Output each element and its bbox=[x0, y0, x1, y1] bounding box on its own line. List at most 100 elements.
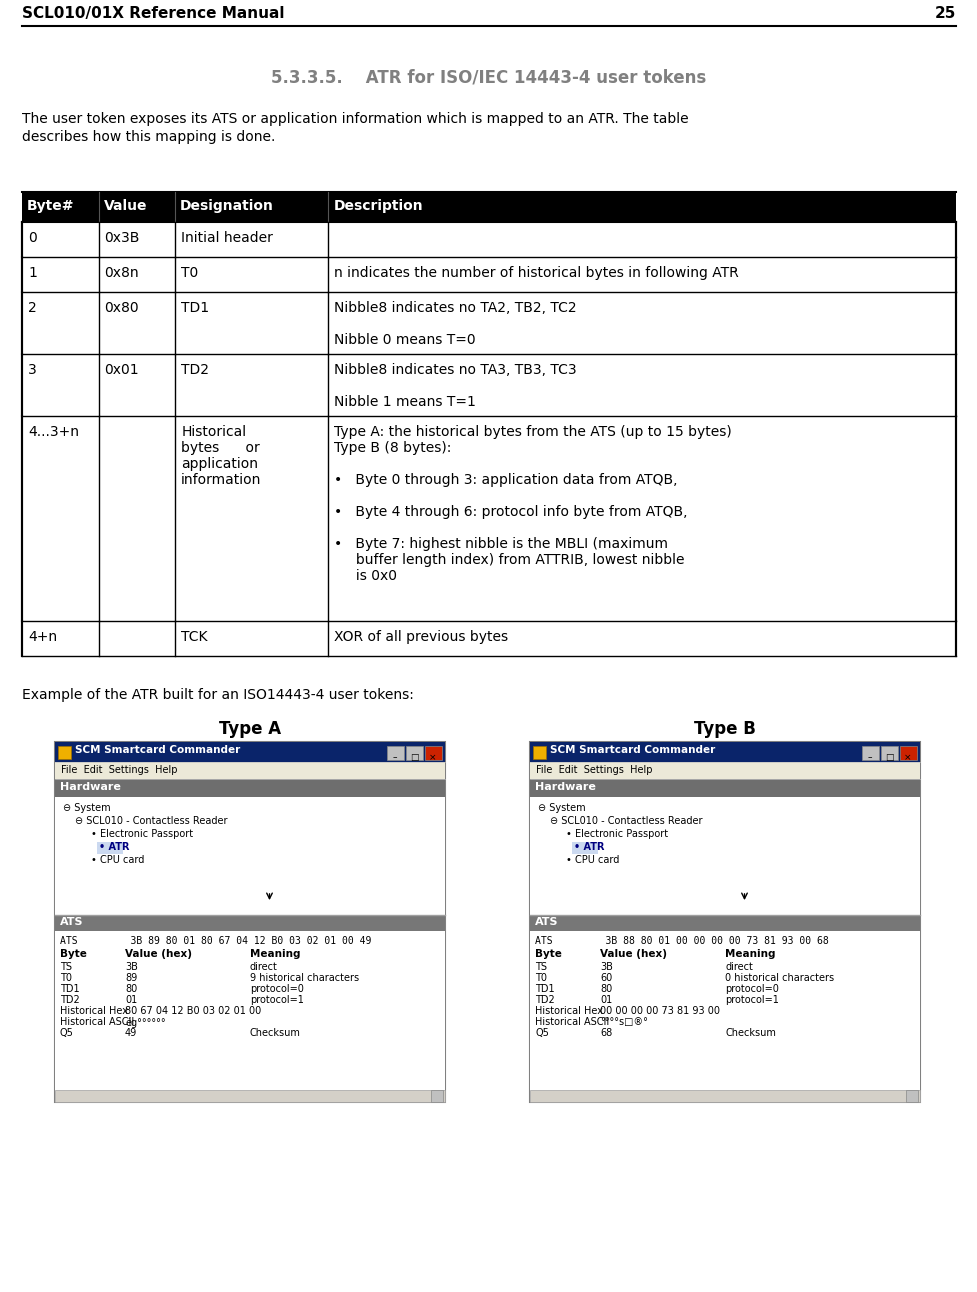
Text: buffer length index) from ATTRIB, lowest nibble: buffer length index) from ATTRIB, lowest… bbox=[334, 553, 684, 567]
Text: 49: 49 bbox=[125, 1028, 137, 1037]
Text: 3B: 3B bbox=[125, 963, 138, 972]
Text: 01: 01 bbox=[599, 995, 612, 1005]
Bar bbox=[431, 1090, 443, 1102]
Text: XOR of all previous bytes: XOR of all previous bytes bbox=[334, 630, 508, 643]
Text: –: – bbox=[393, 753, 397, 762]
Text: 80 67 04 12 B0 03 02 01 00: 80 67 04 12 B0 03 02 01 00 bbox=[125, 1006, 261, 1016]
Text: Historical Hex: Historical Hex bbox=[534, 1006, 603, 1016]
Text: • ATR: • ATR bbox=[573, 842, 604, 851]
Bar bbox=[55, 762, 445, 779]
Text: Type A: the historical bytes from the ATS (up to 15 bytes): Type A: the historical bytes from the AT… bbox=[334, 425, 732, 439]
Bar bbox=[530, 797, 919, 915]
Bar bbox=[55, 779, 445, 797]
Text: SCM Smartcard Commander: SCM Smartcard Commander bbox=[75, 745, 240, 755]
Text: Type A: Type A bbox=[219, 720, 280, 738]
Text: ×: × bbox=[429, 753, 437, 762]
Text: • Electronic Passport: • Electronic Passport bbox=[91, 829, 192, 839]
Text: bytes      or: bytes or bbox=[181, 441, 260, 455]
Text: 00 00 00 00 73 81 93 00: 00 00 00 00 73 81 93 00 bbox=[599, 1006, 719, 1016]
Text: TD2: TD2 bbox=[60, 995, 80, 1005]
Text: □: □ bbox=[884, 753, 892, 762]
Text: T0: T0 bbox=[60, 973, 72, 983]
Text: ⊖ SCL010 - Contactless Reader: ⊖ SCL010 - Contactless Reader bbox=[75, 817, 228, 826]
Text: • CPU card: • CPU card bbox=[91, 855, 145, 866]
Text: 80: 80 bbox=[125, 985, 137, 994]
Text: Nibble8 indicates no TA3, TB3, TC3: Nibble8 indicates no TA3, TB3, TC3 bbox=[334, 363, 576, 377]
Text: TD2: TD2 bbox=[181, 363, 209, 377]
Text: T0: T0 bbox=[534, 973, 546, 983]
Text: SCL010/01X Reference Manual: SCL010/01X Reference Manual bbox=[21, 6, 284, 21]
Bar bbox=[21, 292, 956, 354]
Text: Meaning: Meaning bbox=[724, 950, 775, 959]
Text: Byte: Byte bbox=[60, 950, 87, 959]
Text: TD1: TD1 bbox=[534, 985, 554, 994]
Text: Checksum: Checksum bbox=[724, 1028, 775, 1037]
Text: Meaning: Meaning bbox=[250, 950, 300, 959]
Bar bbox=[55, 742, 445, 1102]
Text: 0x3B: 0x3B bbox=[105, 231, 140, 245]
Text: 01: 01 bbox=[125, 995, 137, 1005]
Text: direct: direct bbox=[724, 963, 752, 972]
Bar bbox=[55, 742, 445, 762]
Text: 2: 2 bbox=[28, 301, 37, 315]
Text: File  Edit  Settings  Help: File Edit Settings Help bbox=[535, 765, 652, 775]
Bar bbox=[530, 932, 919, 1102]
Bar bbox=[55, 1090, 445, 1102]
Text: 0x8n: 0x8n bbox=[105, 266, 139, 280]
Text: •   Byte 4 through 6: protocol info byte from ATQB,: • Byte 4 through 6: protocol info byte f… bbox=[334, 505, 687, 519]
Text: 5.3.3.5.    ATR for ISO/IEC 14443-4 user tokens: 5.3.3.5. ATR for ISO/IEC 14443-4 user to… bbox=[271, 68, 706, 87]
Text: 3B: 3B bbox=[599, 963, 613, 972]
Bar bbox=[21, 621, 956, 656]
Text: •   Byte 7: highest nibble is the MBLI (maximum: • Byte 7: highest nibble is the MBLI (ma… bbox=[334, 537, 667, 550]
Text: Designation: Designation bbox=[180, 199, 274, 213]
Text: is 0x0: is 0x0 bbox=[334, 568, 397, 583]
Bar bbox=[530, 742, 919, 762]
Bar bbox=[21, 416, 956, 621]
Text: 68: 68 bbox=[599, 1028, 612, 1037]
Text: Description: Description bbox=[333, 199, 422, 213]
Text: 9 historical characters: 9 historical characters bbox=[250, 973, 359, 983]
Text: Type B: Type B bbox=[694, 720, 755, 738]
Text: ATS: ATS bbox=[60, 917, 83, 926]
Text: Byte#: Byte# bbox=[27, 199, 74, 213]
Text: protocol=1: protocol=1 bbox=[250, 995, 304, 1005]
Text: ×: × bbox=[904, 753, 911, 762]
Text: direct: direct bbox=[250, 963, 277, 972]
Text: Nibble8 indicates no TA2, TB2, TC2: Nibble8 indicates no TA2, TB2, TC2 bbox=[334, 301, 576, 315]
Bar bbox=[405, 745, 423, 760]
Bar bbox=[21, 222, 956, 257]
Text: TCK: TCK bbox=[181, 630, 207, 643]
Text: Historical Hex: Historical Hex bbox=[60, 1006, 128, 1016]
Bar bbox=[425, 745, 442, 760]
Text: protocol=0: protocol=0 bbox=[250, 985, 304, 994]
Text: TD1: TD1 bbox=[60, 985, 79, 994]
Bar bbox=[55, 932, 445, 1102]
Bar bbox=[899, 745, 916, 760]
Text: T0: T0 bbox=[181, 266, 198, 280]
Text: Nibble 0 means T=0: Nibble 0 means T=0 bbox=[334, 333, 476, 348]
Text: ⊖ System: ⊖ System bbox=[537, 804, 585, 813]
Text: information: information bbox=[181, 473, 261, 487]
Bar bbox=[21, 257, 956, 292]
Text: Hardware: Hardware bbox=[534, 782, 595, 792]
Text: 0 historical characters: 0 historical characters bbox=[724, 973, 833, 983]
Text: 80: 80 bbox=[599, 985, 612, 994]
Text: ég°°°°°°: ég°°°°°° bbox=[125, 1017, 165, 1027]
Text: protocol=1: protocol=1 bbox=[724, 995, 778, 1005]
Text: Hardware: Hardware bbox=[60, 782, 121, 792]
Text: Value (hex): Value (hex) bbox=[125, 950, 191, 959]
Text: •   Byte 0 through 3: application data from ATQB,: • Byte 0 through 3: application data fro… bbox=[334, 473, 677, 487]
Text: Initial header: Initial header bbox=[181, 231, 273, 245]
Bar bbox=[58, 745, 71, 758]
Bar bbox=[55, 797, 445, 915]
Text: 0: 0 bbox=[28, 231, 37, 245]
Bar bbox=[530, 779, 919, 797]
Text: Q5: Q5 bbox=[534, 1028, 548, 1037]
Bar bbox=[530, 1090, 919, 1102]
Text: 0x80: 0x80 bbox=[105, 301, 139, 315]
Text: Value (hex): Value (hex) bbox=[599, 950, 666, 959]
Text: Checksum: Checksum bbox=[250, 1028, 301, 1037]
Bar bbox=[530, 915, 919, 932]
Text: The user token exposes its ATS or application information which is mapped to an : The user token exposes its ATS or applic… bbox=[21, 112, 688, 127]
Text: SCM Smartcard Commander: SCM Smartcard Commander bbox=[549, 745, 714, 755]
